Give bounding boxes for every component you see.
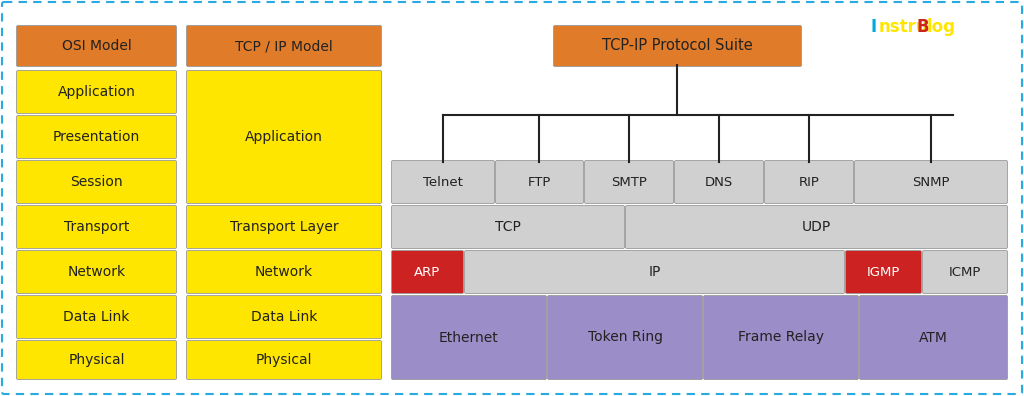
Text: B: B [918, 18, 930, 36]
Text: Transport: Transport [63, 220, 129, 234]
FancyBboxPatch shape [854, 160, 1008, 204]
FancyBboxPatch shape [16, 206, 176, 249]
Text: SMTP: SMTP [611, 175, 647, 188]
Text: Physical: Physical [69, 353, 125, 367]
FancyBboxPatch shape [859, 295, 1008, 379]
FancyBboxPatch shape [186, 25, 382, 67]
Text: IGMP: IGMP [866, 265, 900, 278]
Text: nstru: nstru [879, 18, 929, 36]
FancyBboxPatch shape [16, 295, 176, 339]
FancyBboxPatch shape [548, 295, 702, 379]
FancyBboxPatch shape [16, 25, 176, 67]
FancyBboxPatch shape [391, 160, 495, 204]
Text: OSI Model: OSI Model [61, 39, 131, 53]
Text: ATM: ATM [920, 331, 948, 345]
Text: IP: IP [648, 265, 660, 279]
Text: Session: Session [71, 175, 123, 189]
FancyBboxPatch shape [16, 341, 176, 379]
FancyBboxPatch shape [186, 206, 382, 249]
FancyBboxPatch shape [846, 251, 922, 293]
Text: Data Link: Data Link [251, 310, 317, 324]
FancyBboxPatch shape [186, 341, 382, 379]
Text: Network: Network [255, 265, 313, 279]
Text: Network: Network [68, 265, 126, 279]
FancyBboxPatch shape [16, 160, 176, 204]
FancyBboxPatch shape [923, 251, 1008, 293]
FancyBboxPatch shape [496, 160, 584, 204]
FancyBboxPatch shape [186, 251, 382, 293]
Text: Application: Application [245, 130, 323, 144]
FancyBboxPatch shape [391, 295, 547, 379]
Text: RIP: RIP [799, 175, 819, 188]
Text: TCP-IP Protocol Suite: TCP-IP Protocol Suite [602, 38, 753, 53]
Text: UDP: UDP [802, 220, 831, 234]
FancyBboxPatch shape [16, 116, 176, 158]
Text: Data Link: Data Link [63, 310, 130, 324]
Text: FTP: FTP [527, 175, 551, 188]
FancyBboxPatch shape [675, 160, 764, 204]
FancyBboxPatch shape [16, 70, 176, 114]
FancyBboxPatch shape [186, 295, 382, 339]
Text: Presentation: Presentation [53, 130, 140, 144]
Text: ARP: ARP [415, 265, 440, 278]
FancyBboxPatch shape [765, 160, 853, 204]
Text: TCP: TCP [495, 220, 521, 234]
FancyBboxPatch shape [626, 206, 1008, 249]
Text: log: log [927, 18, 956, 36]
FancyBboxPatch shape [703, 295, 858, 379]
Text: ICMP: ICMP [949, 265, 981, 278]
FancyBboxPatch shape [186, 70, 382, 204]
Text: Transport Layer: Transport Layer [229, 220, 338, 234]
Text: Ethernet: Ethernet [439, 331, 499, 345]
Text: Application: Application [57, 85, 135, 99]
FancyBboxPatch shape [391, 206, 625, 249]
Text: DNS: DNS [705, 175, 733, 188]
FancyBboxPatch shape [391, 251, 464, 293]
Text: I: I [870, 18, 877, 36]
FancyBboxPatch shape [16, 251, 176, 293]
Text: TCP / IP Model: TCP / IP Model [236, 39, 333, 53]
Text: Token Ring: Token Ring [588, 331, 663, 345]
FancyBboxPatch shape [554, 25, 802, 67]
FancyBboxPatch shape [465, 251, 845, 293]
Text: SNMP: SNMP [912, 175, 949, 188]
Text: Physical: Physical [256, 353, 312, 367]
FancyBboxPatch shape [585, 160, 674, 204]
Text: Frame Relay: Frame Relay [738, 331, 824, 345]
Text: Telnet: Telnet [423, 175, 463, 188]
